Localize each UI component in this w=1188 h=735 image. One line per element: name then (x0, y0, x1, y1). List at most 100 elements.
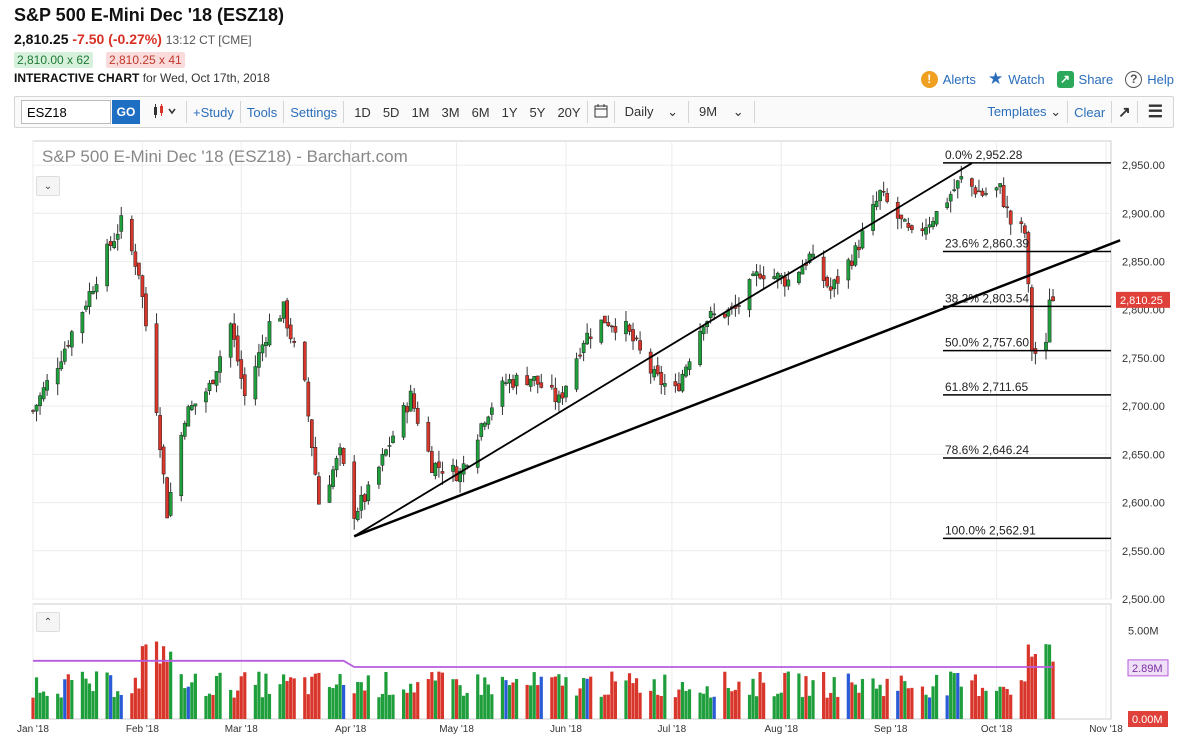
toolbar-separator (239, 101, 241, 123)
volume-bar (257, 671, 261, 719)
collapse-volume-pane-button[interactable]: ⌃ (36, 612, 60, 632)
period-5y[interactable]: 5Y (529, 104, 546, 120)
volume-bar (387, 694, 392, 719)
candle-body (627, 324, 632, 332)
volume-bar (70, 680, 74, 719)
volume-bar (772, 696, 776, 719)
alerts-link[interactable]: ! Alerts (920, 70, 976, 88)
period-6m[interactable]: 6M (471, 104, 490, 120)
interval-select[interactable]: Daily ⌄ (615, 104, 688, 120)
candle-body (655, 365, 660, 375)
x-tick-label: Mar '18 (225, 724, 258, 735)
candle-body (465, 465, 469, 467)
candle-body (610, 325, 614, 328)
candle-body (881, 190, 886, 193)
volume-bar (529, 685, 533, 719)
volume-bar (610, 671, 614, 719)
volume-min-badge (1128, 711, 1168, 727)
y-tick-label: 2,600.00 (1122, 498, 1165, 510)
candle-body (638, 340, 642, 351)
volume-bar (631, 683, 635, 719)
templates-button[interactable]: Templates ⌄ (981, 104, 1067, 120)
volume-bar (476, 674, 480, 719)
period-1y[interactable]: 1Y (501, 104, 518, 120)
candle-body (708, 311, 713, 319)
volume-bar (1044, 644, 1048, 719)
help-link[interactable]: ? Help (1125, 70, 1174, 88)
candle-body (1026, 232, 1031, 285)
volume-bar (762, 682, 766, 719)
x-tick-label: May '18 (439, 724, 474, 735)
period-3m[interactable]: 3M (441, 104, 460, 120)
candle-body (384, 449, 388, 456)
volume-bar (687, 689, 692, 719)
fullscreen-button[interactable]: ↗ (1112, 103, 1137, 121)
share-link[interactable]: ↗ Share (1056, 70, 1113, 88)
candle-body (189, 405, 194, 411)
candle-body (112, 241, 117, 248)
period-1d[interactable]: 1D (354, 104, 371, 120)
volume-bar (737, 681, 741, 719)
calendar-button[interactable] (588, 103, 614, 121)
candle-body (179, 434, 184, 496)
watch-link[interactable]: ★ Watch (988, 69, 1045, 89)
candle-body (313, 447, 318, 475)
candle-body (511, 379, 515, 388)
candle-body (214, 371, 219, 386)
candle-body (885, 193, 890, 202)
volume-bar (599, 696, 603, 719)
toolbar-separator (753, 101, 755, 123)
volume-bar (896, 690, 900, 719)
volume-bar (260, 697, 265, 719)
period-1m[interactable]: 1M (411, 104, 430, 120)
go-button[interactable]: GO (112, 100, 140, 124)
volume-bar (959, 686, 963, 719)
candle-body (677, 383, 681, 391)
volume-bar (285, 681, 289, 719)
chevron-down-icon: ⌄ (667, 104, 679, 119)
last-price: 2,810.25 (14, 31, 69, 47)
candle-body (599, 319, 604, 343)
collapse-price-pane-button[interactable]: ⌄ (36, 176, 60, 196)
candlestick-icon (154, 103, 176, 118)
range-select[interactable]: 9M ⌄ (689, 104, 754, 120)
volume-bar (754, 696, 759, 719)
fib-level-label: 38.2% 2,803.54 (945, 291, 1029, 305)
clear-button[interactable]: Clear (1074, 104, 1106, 120)
price-chart-svg[interactable]: 2,950.002,900.002,850.002,800.002,750.00… (0, 134, 1188, 735)
volume-bar (786, 671, 790, 719)
menu-button[interactable]: ☰ (1138, 102, 1173, 122)
hamburger-icon: ☰ (1147, 102, 1163, 121)
volume-bar (747, 694, 752, 719)
volume-bar (267, 693, 272, 719)
volume-bar (1026, 644, 1030, 719)
volume-bar (980, 687, 985, 719)
candle-body (257, 352, 261, 368)
volume-bar (652, 679, 656, 719)
study-button[interactable]: +Study (193, 104, 234, 120)
volume-bar (649, 690, 653, 719)
candle-body (482, 422, 487, 427)
settings-button[interactable]: Settings (290, 104, 338, 120)
chart-type-button[interactable] (146, 103, 186, 121)
candle-body (380, 453, 385, 466)
candle-body (786, 279, 791, 287)
candle-body (232, 323, 237, 340)
candle-body (634, 337, 639, 340)
volume-bar (730, 691, 734, 719)
chart-area[interactable]: 2,950.00 2,900.00 2,850.00 2,800.00 2,750.00… (0, 134, 1188, 735)
candle-body (182, 423, 187, 437)
volume-bar (585, 678, 589, 719)
candle-body (624, 320, 628, 335)
volume-bar (557, 674, 561, 719)
y-tick-label: 2,700.00 (1122, 401, 1165, 413)
tools-button[interactable]: Tools (246, 104, 278, 120)
volume-bar (945, 695, 949, 719)
symbol-input[interactable] (21, 100, 111, 124)
period-20y[interactable]: 20Y (557, 104, 581, 120)
period-5d[interactable]: 5D (382, 104, 400, 120)
volume-bar (539, 676, 543, 719)
candle-body (902, 219, 907, 222)
volume-bar (34, 677, 39, 719)
toolbar-separator (186, 101, 187, 123)
